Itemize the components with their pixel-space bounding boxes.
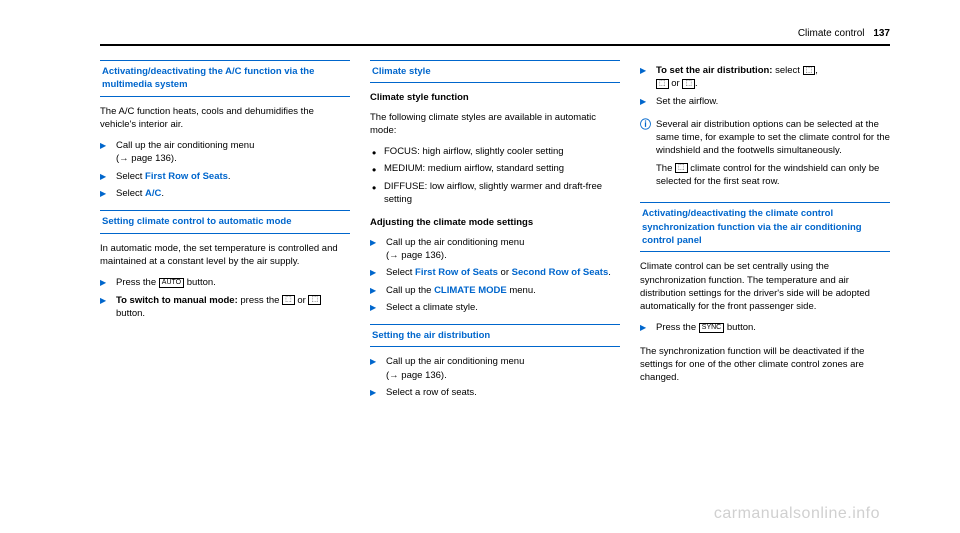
section-title-style: Climate style [370,60,620,83]
dist-steps-cont: To set the air distribution: select ⬚, ⬚… [640,64,890,108]
ac-steps: Call up the air conditioning menu (→ pag… [100,139,350,200]
list-item: FOCUS: high airflow, slightly cooler set… [370,145,620,158]
ac-intro: The A/C function heats, cools and dehumi… [100,105,350,132]
list-item: Select a row of seats. [370,386,620,399]
auto-intro: In automatic mode, the set temperature i… [100,242,350,269]
list-item: Call up the air conditioning menu (→ pag… [370,236,620,263]
running-header: Climate control 137 [798,28,890,39]
column-2: Climate style Climate style function The… [370,60,620,409]
info-note: Several air distribution options can be … [640,118,890,188]
list-item: Call up the air conditioning menu (→ pag… [100,139,350,166]
list-item: Select First Row of Seats. [100,170,350,183]
style-bullets: FOCUS: high airflow, slightly cooler set… [370,145,620,206]
info-text1: Several air distribution options can be … [656,118,890,158]
column-1: Activating/deactivating the A/C function… [100,60,350,409]
column-3: To set the air distribution: select ⬚, ⬚… [640,60,890,409]
section-title-ac: Activating/deactivating the A/C function… [100,60,350,97]
list-item: Press the SYNC button. [640,321,890,334]
manual-page: Climate control 137 Activating/deactivat… [0,0,960,533]
list-item: MEDIUM: medium airflow, standard setting [370,162,620,175]
vent-icon: ⬚ [656,79,669,89]
header-section: Climate control [798,28,865,39]
auto-button-icon: AUTO [159,278,184,288]
list-item: To set the air distribution: select ⬚, ⬚… [640,64,890,91]
info-text2: The ⬚ climate control for the windshield… [656,162,890,189]
page-number: 137 [873,28,890,39]
vent-icon: ⬚ [682,79,695,89]
watermark: carmanualsonline.info [714,505,880,523]
auto-steps: Press the AUTO button. To switch to manu… [100,276,350,320]
footwell-icon: ⬚ [308,295,321,305]
list-item: To switch to manual mode: press the ⬚ or… [100,294,350,321]
list-item: Press the AUTO button. [100,276,350,289]
list-item: DIFFUSE: low airflow, slightly warmer an… [370,180,620,207]
mode-steps: Call up the air conditioning menu (→ pag… [370,236,620,314]
sync-outro: The synchronization function will be dea… [640,345,890,385]
list-item: Select a climate style. [370,301,620,314]
list-item: Select First Row of Seats or Second Row … [370,266,620,279]
section-title-sync: Activating/deactivating the climate cont… [640,202,890,252]
defrost-icon: ⬚ [282,295,295,305]
content-columns: Activating/deactivating the A/C function… [100,60,890,409]
list-item: Call up the air conditioning menu (→ pag… [370,355,620,382]
vent-icon: ⬚ [803,66,816,76]
style-subtitle2: Adjusting the climate mode settings [370,216,620,229]
defrost-icon: ⬚ [675,163,688,173]
list-item: Call up the CLIMATE MODE menu. [370,284,620,297]
dist-steps: Call up the air conditioning menu (→ pag… [370,355,620,399]
sync-button-icon: SYNC [699,323,724,333]
section-title-auto: Setting climate control to automatic mod… [100,210,350,233]
list-item: Set the airflow. [640,95,890,108]
style-subtitle: Climate style function [370,91,620,104]
section-title-dist: Setting the air distribution [370,324,620,347]
header-rule [100,44,890,46]
sync-intro: Climate control can be set centrally usi… [640,260,890,313]
list-item: Select A/C. [100,187,350,200]
sync-steps: Press the SYNC button. [640,321,890,334]
style-intro: The following climate styles are availab… [370,111,620,138]
